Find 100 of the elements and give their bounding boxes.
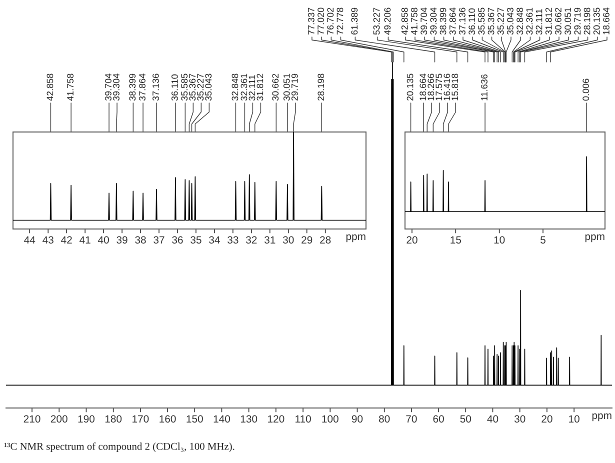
x-tick-label: 42 — [61, 236, 72, 244]
x-tick-label: 60 — [433, 415, 444, 423]
x-tick-label: 190 — [78, 415, 95, 423]
annotation: 36.110 — [468, 8, 476, 35]
annotation: 77.337 — [308, 8, 314, 35]
x-tick-label: 44 — [24, 236, 36, 244]
annotation: 35.043 — [507, 8, 514, 35]
annotation: 36.110 — [171, 74, 178, 101]
annotation: 11.636 — [481, 74, 488, 100]
annotation: 30.051 — [283, 74, 290, 101]
annotation: 42.858 — [401, 8, 408, 35]
annotation: 72.778 — [336, 8, 344, 35]
x-tick-label: 100 — [322, 415, 338, 423]
x-tick-label: 80 — [379, 415, 390, 423]
annotation: 37.864 — [449, 8, 456, 35]
annotation: 39.304 — [113, 74, 120, 101]
annotation: 35.227 — [497, 8, 504, 35]
annotation: 61.389 — [351, 8, 358, 35]
x-tick-label: 5 — [540, 236, 546, 244]
annotation: 20.135 — [406, 74, 414, 101]
x-tick-label: 120 — [268, 415, 284, 423]
annotation: 18.664 — [603, 8, 610, 34]
x-tick-label: 200 — [50, 415, 68, 423]
x-tick-label: 33 — [228, 236, 238, 244]
annotation: 38.399 — [440, 8, 446, 35]
annotation: 31.812 — [256, 74, 264, 101]
annotation: 30.662 — [555, 8, 562, 35]
annotation: 32.111 — [248, 75, 256, 101]
x-tick-label: 50 — [460, 415, 472, 423]
x-tick-label: 43 — [42, 236, 54, 244]
annotation: 35.367 — [189, 74, 196, 101]
annotation: 41.758 — [411, 8, 418, 35]
x-tick-label: 36 — [172, 236, 183, 244]
annotation: 37.136 — [459, 8, 466, 35]
x-axis-title: ppm — [592, 413, 612, 422]
x-tick-label: 31 — [264, 236, 276, 244]
x-tick-label: 32 — [246, 236, 257, 244]
x-tick-label: 10 — [569, 415, 580, 423]
annotation: 15.818 — [452, 74, 458, 100]
text: ¹³C NMR spectrum of compound 2 (CDCl₃, 100 MHz). — [4, 442, 234, 452]
annotation: 32.361 — [240, 74, 248, 101]
x-tick-label: 37 — [154, 236, 164, 244]
annotation: 35.585 — [181, 74, 188, 101]
annotation: 77.020 — [318, 8, 324, 35]
annotation: 29.719 — [574, 8, 581, 35]
x-tick-label: 41 — [80, 236, 90, 244]
annotation: 35.585 — [478, 8, 485, 35]
x-tick-label: 34 — [209, 236, 220, 244]
annotation: 39.704 — [105, 74, 112, 101]
x-tick-label: 38 — [135, 236, 146, 244]
annotation: 0.006 — [582, 78, 590, 101]
annotation: 28.198 — [584, 8, 590, 35]
x-axis-title: ppm — [585, 234, 604, 242]
annotation: 35.043 — [205, 74, 212, 101]
x-axis-title: ppm — [346, 234, 366, 242]
annotation: 18.664 — [420, 74, 426, 100]
x-tick-label: 160 — [160, 415, 176, 423]
annotation: 35.227 — [197, 74, 204, 101]
annotation: 53.227 — [373, 8, 380, 35]
x-tick-label: 140 — [214, 415, 230, 423]
annotation: 32.111 — [536, 9, 542, 35]
annotation: 30.051 — [564, 8, 572, 35]
annotation: 28.198 — [318, 74, 324, 101]
x-tick-label: 90 — [352, 415, 363, 423]
x-tick-label: 20 — [406, 236, 418, 244]
x-tick-label: 210 — [24, 415, 40, 423]
annotation: 32.848 — [232, 74, 238, 101]
annotation: 42.858 — [46, 74, 54, 101]
x-tick-label: 30 — [514, 415, 526, 423]
x-tick-label: 35 — [190, 236, 202, 244]
annotation: 39.704 — [420, 8, 428, 35]
annotation: 37.864 — [139, 74, 146, 101]
annotation: 37.136 — [152, 74, 159, 101]
x-tick-label: 40 — [98, 236, 109, 244]
annotation: 41.758 — [67, 74, 74, 101]
annotation: 29.719 — [291, 74, 298, 101]
x-tick-label: 29 — [302, 236, 312, 244]
x-tick-label: 20 — [542, 415, 552, 423]
annotation: 49.206 — [384, 8, 391, 35]
x-tick-label: 10 — [494, 236, 505, 244]
x-tick-label: 110 — [296, 415, 311, 423]
annotation: 35.367 — [488, 8, 494, 35]
x-tick-label: 39 — [116, 236, 128, 244]
annotation: 32.361 — [526, 8, 533, 35]
annotation: 39.304 — [430, 8, 437, 35]
x-tick-label: 30 — [282, 236, 294, 244]
annotation: 18.266 — [428, 74, 434, 100]
annotation: 20.135 — [593, 8, 600, 35]
annotation: 32.848 — [516, 8, 524, 35]
x-tick-label: 70 — [406, 415, 417, 423]
annotation: 76.702 — [327, 8, 334, 35]
annotation: 38.399 — [129, 74, 136, 101]
annotation: 16.416 — [444, 74, 450, 100]
x-tick-label: 15 — [450, 236, 462, 244]
x-tick-label: 40 — [487, 415, 498, 423]
x-tick-label: 170 — [132, 415, 149, 423]
annotation: 17.575 — [436, 74, 442, 100]
x-tick-label: 28 — [320, 236, 331, 244]
annotation: 30.662 — [272, 74, 279, 101]
x-tick-label: 180 — [105, 415, 122, 423]
